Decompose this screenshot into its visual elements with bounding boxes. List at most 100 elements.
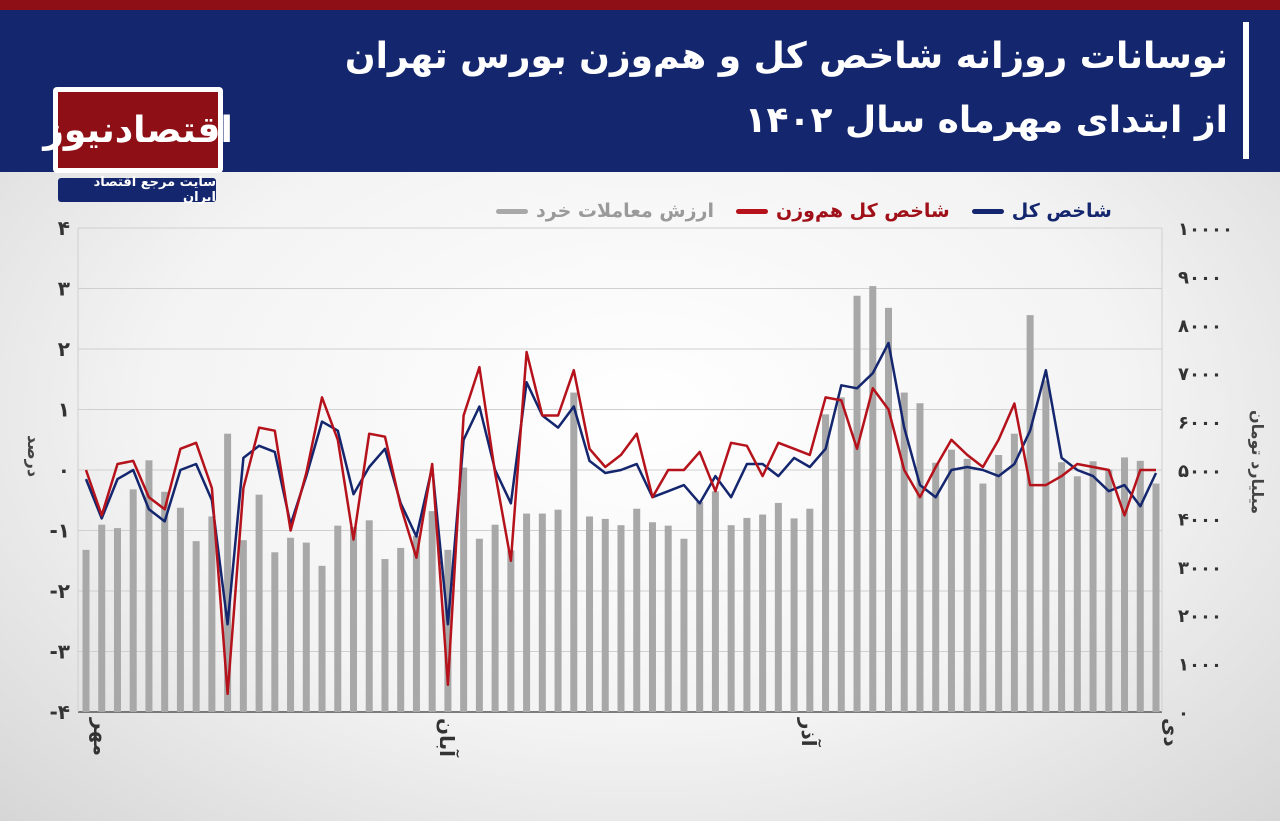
bar-retail bbox=[885, 307, 892, 712]
legend: شاخص کل شاخص کل هم‌وزن ارزش معاملات خرد bbox=[496, 200, 1112, 222]
bar-retail bbox=[523, 513, 531, 712]
bar-retail bbox=[947, 449, 955, 712]
y-right-axis-title: میلیارد تومان bbox=[1248, 410, 1267, 514]
bar-retail bbox=[113, 528, 121, 712]
x-month-label: دی bbox=[1159, 718, 1183, 747]
y-left-tick-label: ۰ bbox=[58, 458, 70, 482]
bar-retail bbox=[208, 516, 216, 712]
brand-logo-name: اقتصادنیوز bbox=[43, 92, 233, 168]
bar-retail bbox=[680, 538, 688, 712]
bar-retail bbox=[491, 524, 499, 712]
bar-retail bbox=[1026, 315, 1034, 712]
y-left-tick-label: ۱ bbox=[58, 398, 70, 422]
y-right-tick-label: ۳۰۰۰ bbox=[1178, 558, 1222, 579]
bar-retail bbox=[601, 518, 609, 712]
bar-retail bbox=[397, 547, 405, 712]
bar-retail bbox=[648, 522, 656, 712]
y-right-tick-label: ۴۰۰۰ bbox=[1178, 509, 1222, 530]
bar-retail bbox=[1010, 433, 1018, 712]
bar-retail bbox=[664, 525, 672, 712]
y-left-tick-label: ۴ bbox=[58, 216, 70, 240]
bar-retail bbox=[350, 527, 357, 712]
legend-label-retail: ارزش معاملات خرد bbox=[536, 200, 715, 222]
bar-retail bbox=[365, 520, 373, 712]
bar-retail bbox=[1136, 460, 1144, 712]
chart-subtitle: از ابتدای مهرماه سال ۱۴۰۲ bbox=[744, 100, 1228, 141]
y-right-tick-label: ۱۰۰۰۰ bbox=[1178, 219, 1233, 240]
bar-retail bbox=[161, 491, 169, 712]
x-month-label: آبان bbox=[435, 718, 460, 758]
y-right-tick-label: ۲۰۰۰ bbox=[1178, 606, 1222, 627]
chart-title: نوسانات روزانه شاخص کل و هم‌وزن بورس تهر… bbox=[344, 36, 1228, 77]
bar-retail bbox=[1073, 476, 1081, 712]
bar-retail bbox=[963, 458, 971, 712]
y-left-tick-label: ۳ bbox=[58, 277, 70, 301]
bar-retail bbox=[287, 537, 295, 712]
x-month-label: آذر bbox=[797, 717, 822, 748]
bar-retail bbox=[900, 392, 908, 712]
top-accent-strip bbox=[0, 0, 1280, 10]
bar-retail bbox=[444, 549, 452, 712]
bar-retail bbox=[727, 525, 735, 712]
x-month-label: مهر bbox=[89, 717, 113, 756]
bar-retail bbox=[224, 433, 232, 712]
bar-retail bbox=[507, 550, 515, 712]
bar-retail bbox=[318, 565, 326, 712]
bar-retail bbox=[475, 538, 483, 712]
y-left-tick-label: ۲ bbox=[58, 337, 70, 361]
bar-retail bbox=[255, 494, 263, 712]
bar-retail bbox=[869, 286, 877, 712]
bar-retail bbox=[711, 491, 719, 712]
bar-retail bbox=[554, 509, 562, 712]
bar-retail bbox=[822, 414, 830, 712]
bar-retail bbox=[932, 462, 940, 712]
bar-retail bbox=[412, 535, 420, 712]
bar-retail bbox=[806, 508, 814, 712]
y-right-tick-label: ۷۰۰۰ bbox=[1178, 364, 1222, 385]
bar-retail bbox=[570, 392, 578, 712]
legend-swatch-total bbox=[971, 208, 1004, 214]
bar-retail bbox=[774, 502, 782, 712]
bar-retail bbox=[790, 518, 798, 712]
bar-retail bbox=[82, 549, 90, 712]
bar-retail bbox=[759, 514, 767, 712]
y-left-tick-label: -۱ bbox=[49, 519, 70, 543]
bar-retail bbox=[633, 508, 641, 712]
legend-label-equal: شاخص کل هم‌وزن bbox=[776, 200, 950, 222]
y-left-tick-label: -۳ bbox=[49, 640, 70, 664]
bar-retail bbox=[334, 525, 342, 712]
y-left-axis-title: درصد bbox=[24, 435, 43, 477]
brand-tagline: سایت مرجع اقتصاد ایران bbox=[58, 175, 216, 205]
bar-retail bbox=[1058, 462, 1066, 712]
y-left-tick-label: -۴ bbox=[49, 700, 70, 724]
title-divider bbox=[1243, 22, 1249, 159]
bar-retail bbox=[98, 524, 106, 712]
legend-label-total: شاخص کل bbox=[1011, 200, 1112, 222]
bar-retail bbox=[1152, 483, 1160, 712]
bar-retail bbox=[428, 511, 436, 712]
bar-retail bbox=[853, 295, 861, 712]
bar-retail bbox=[538, 513, 546, 712]
bar-retail bbox=[1105, 469, 1113, 712]
bar-retail bbox=[696, 501, 704, 712]
y-right-tick-label: ۱۰۰۰ bbox=[1178, 655, 1222, 676]
bar-retail bbox=[1089, 461, 1097, 712]
bar-retail bbox=[176, 507, 184, 712]
bar-retail bbox=[1042, 380, 1050, 712]
bar-retail bbox=[743, 517, 751, 712]
y-left-tick-label: -۲ bbox=[49, 579, 70, 603]
bar-retail bbox=[192, 541, 200, 712]
y-right-tick-label: ۶۰۰۰ bbox=[1178, 413, 1222, 434]
bar-retail bbox=[271, 552, 279, 712]
bar-retail bbox=[145, 460, 153, 712]
y-right-tick-label: ۵۰۰۰ bbox=[1178, 461, 1222, 482]
bar-retail bbox=[995, 454, 1003, 712]
y-right-tick-label: ۹۰۰۰ bbox=[1178, 267, 1222, 288]
brand-logo: اقتصادنیوز bbox=[43, 87, 233, 173]
bar-retail bbox=[460, 467, 468, 712]
legend-swatch-retail bbox=[496, 208, 528, 214]
bar-retail bbox=[586, 516, 594, 712]
line-equal-index bbox=[84, 350, 1156, 696]
bar-retail bbox=[916, 403, 924, 712]
